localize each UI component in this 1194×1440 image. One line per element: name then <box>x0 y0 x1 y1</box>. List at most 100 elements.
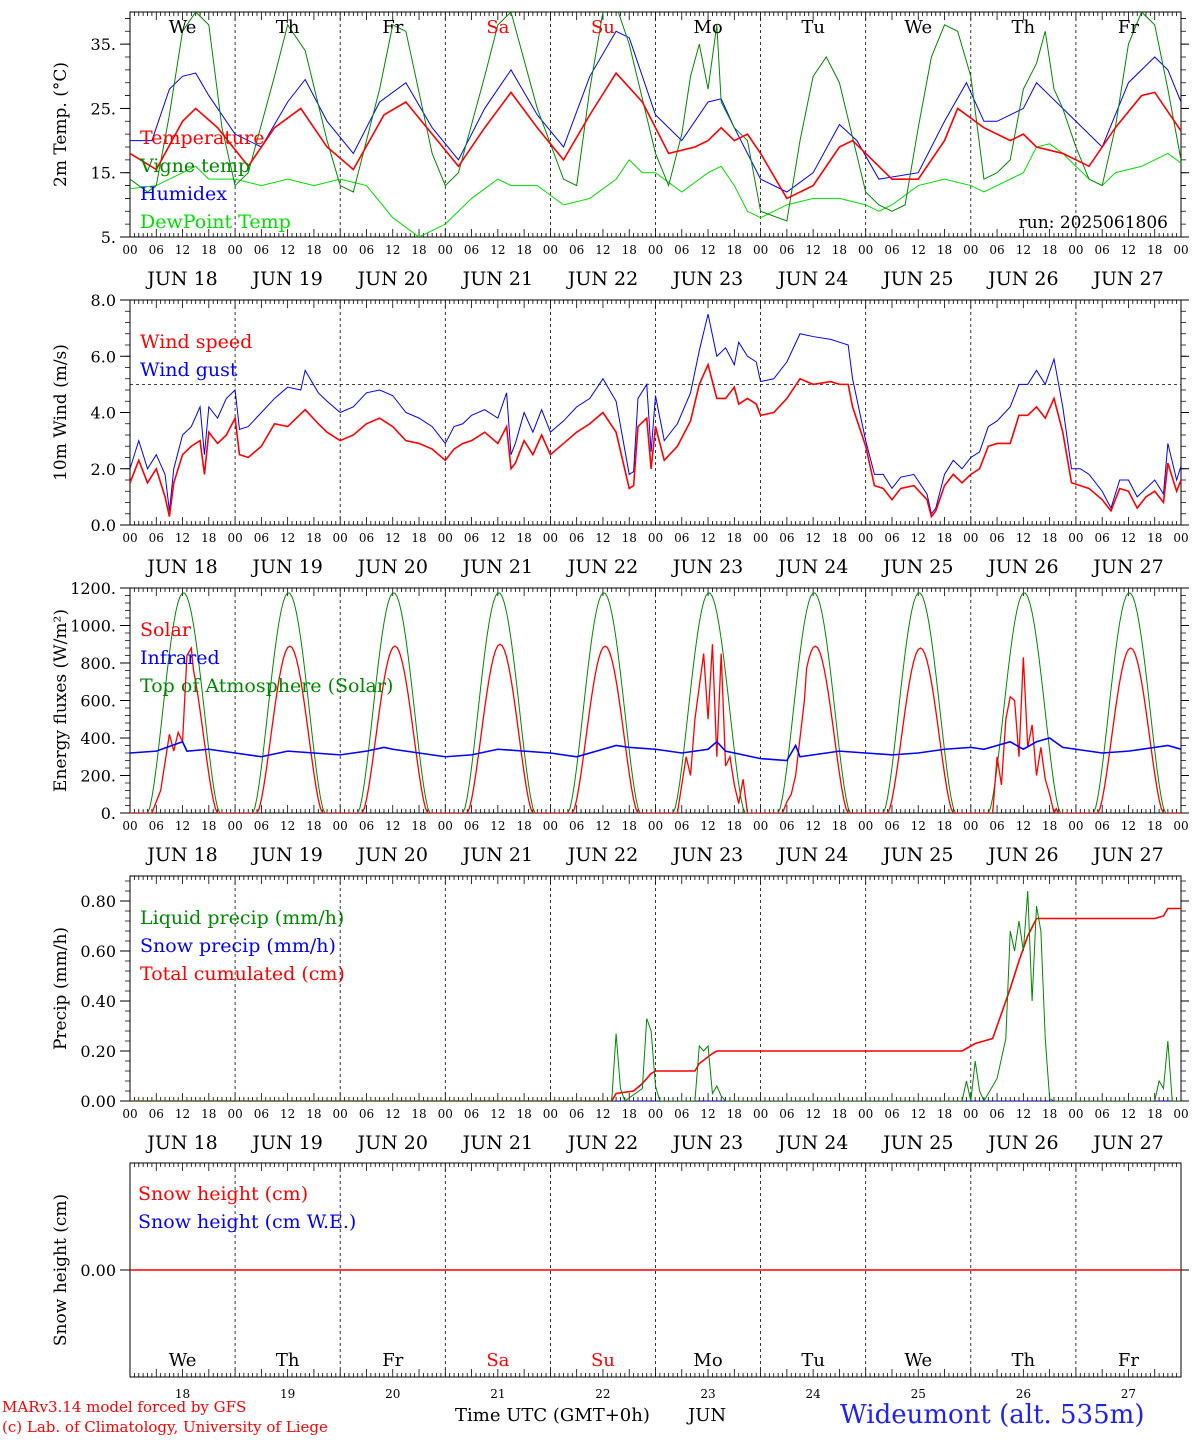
hour-tick-label: 12 <box>385 819 400 833</box>
hour-tick-label: 06 <box>674 531 689 545</box>
hour-tick-label: 00 <box>543 819 558 833</box>
hour-tick-label: 12 <box>806 243 821 257</box>
hour-tick-label: 00 <box>543 243 558 257</box>
hour-tick-label: 06 <box>1095 243 1110 257</box>
hour-tick-label: 18 <box>937 819 952 833</box>
hour-tick-label: 18 <box>727 531 742 545</box>
series-total-cumulated-cm- <box>130 907 1181 1101</box>
day-label: JUN 23 <box>671 556 743 578</box>
hour-tick-label: 00 <box>438 1107 453 1121</box>
legend-item: Total cumulated (cm) <box>140 963 345 985</box>
hour-tick-label: 06 <box>989 531 1004 545</box>
hour-ticks <box>129 1163 1182 1377</box>
hour-tick-label: 12 <box>175 243 190 257</box>
hour-tick-label: 18 <box>832 819 847 833</box>
time-axis-label: Time UTC (GMT+0h) <box>455 1405 650 1426</box>
hour-tick-label: 12 <box>175 819 190 833</box>
legend-item: Snow height (cm) <box>138 1183 308 1205</box>
hour-tick-label: 06 <box>149 531 164 545</box>
y-minor-ticks <box>125 880 1186 1102</box>
day-label: JUN 19 <box>250 1132 322 1154</box>
hour-ticks <box>129 12 1182 237</box>
series-group <box>130 890 1181 1101</box>
series-liquid-precip-mm-h- <box>130 890 1181 1101</box>
day-label: JUN 27 <box>1091 556 1163 578</box>
legend-item: Humidex <box>140 183 227 205</box>
hour-tick-label: 18 <box>201 1107 216 1121</box>
hour-tick-label: 06 <box>989 243 1004 257</box>
hour-tick-label: 00 <box>753 819 768 833</box>
hour-tick-label: 12 <box>385 531 400 545</box>
hour-tick-label: 00 <box>963 531 978 545</box>
hour-tick-label: 00 <box>438 243 453 257</box>
hour-tick-label: 18 <box>1147 243 1162 257</box>
day-label: JUN 21 <box>461 844 533 866</box>
hour-tick-label: 12 <box>280 531 295 545</box>
legend-item: Wind speed <box>140 331 252 353</box>
weekday-bottom: Su <box>591 1350 615 1371</box>
hour-tick-label: 18 <box>1042 243 1057 257</box>
weekday-top: Sa <box>486 17 509 38</box>
hour-tick-label: 00 <box>858 531 873 545</box>
day-number: 26 <box>1016 1387 1031 1401</box>
legend-item: Top of Atmosphere (Solar) <box>140 675 393 697</box>
hour-tick-label: 00 <box>543 1107 558 1121</box>
hour-tick-label: 00 <box>648 1107 663 1121</box>
hour-tick-label: 00 <box>227 1107 242 1121</box>
hour-tick-label: 18 <box>1042 1107 1057 1121</box>
hour-tick-label: 12 <box>1016 819 1031 833</box>
y-tick-label: 0.0 <box>91 516 116 535</box>
series-group <box>130 12 1181 237</box>
panel-1: 5. 15. 25. 35. 2m Temp. (°C) Temperature Vigne… <box>51 11 1189 290</box>
hour-tick-label: 18 <box>516 1107 531 1121</box>
hour-tick-label: 00 <box>858 243 873 257</box>
weekday-top: Th <box>276 17 300 38</box>
y-axis-label: 10m Wind (m/s) <box>51 344 71 481</box>
hour-tick-label: 12 <box>700 243 715 257</box>
hour-tick-label: 12 <box>911 819 926 833</box>
hour-tick-label: 00 <box>333 819 348 833</box>
hour-tick-label: 00 <box>333 243 348 257</box>
weekday-bottom: Fr <box>1118 1350 1139 1371</box>
hour-tick-label: 12 <box>595 531 610 545</box>
hour-tick-label: 18 <box>201 819 216 833</box>
weekday-top: Fr <box>1118 17 1139 38</box>
hour-tick-label: 18 <box>727 1107 742 1121</box>
y-minor-ticks <box>125 587 1186 814</box>
day-label: JUN 24 <box>776 1132 848 1154</box>
weekday-top: Mo <box>693 17 722 38</box>
hour-tick-label: 12 <box>385 243 400 257</box>
y-tick-label: 0.20 <box>80 1042 116 1061</box>
hour-tick-label: 12 <box>1121 531 1136 545</box>
hour-tick-label: 00 <box>858 1107 873 1121</box>
hour-tick-label: 12 <box>806 531 821 545</box>
hour-tick-label: 06 <box>359 243 374 257</box>
hour-tick-label: 12 <box>490 1107 505 1121</box>
hour-tick-label: 18 <box>411 1107 426 1121</box>
hour-tick-label: 06 <box>359 531 374 545</box>
hour-tick-label: 06 <box>464 531 479 545</box>
y-tick-label: 5. <box>101 228 116 247</box>
hour-tick-label: 06 <box>149 1107 164 1121</box>
hour-tick-label: 06 <box>884 531 899 545</box>
y-tick-label: 2.0 <box>91 460 116 479</box>
hour-tick-label: 12 <box>1121 819 1136 833</box>
hour-tick-label: 18 <box>937 531 952 545</box>
panel-2: 0.0 2.0 4.0 6.0 8.0 10m Wind (m/s) Wind speed W… <box>51 291 1189 578</box>
day-label: JUN 27 <box>1091 1132 1163 1154</box>
hour-tick-label: 18 <box>306 243 321 257</box>
hour-tick-label: 00 <box>227 243 242 257</box>
y-tick-label: 200. <box>80 767 116 786</box>
series-dewpoint-temp <box>130 143 1181 237</box>
hour-tick-label: 00 <box>753 531 768 545</box>
hour-tick-label: 00 <box>1173 819 1188 833</box>
hour-tick-label: 18 <box>727 243 742 257</box>
hour-tick-label: 12 <box>806 819 821 833</box>
y-tick-label: 1200. <box>70 579 116 598</box>
hour-tick-label: 12 <box>700 531 715 545</box>
weekday-bottom: Fr <box>382 1350 403 1371</box>
hour-tick-label: 12 <box>806 1107 821 1121</box>
hour-tick-label: 12 <box>280 819 295 833</box>
hour-tick-label: 00 <box>227 819 242 833</box>
